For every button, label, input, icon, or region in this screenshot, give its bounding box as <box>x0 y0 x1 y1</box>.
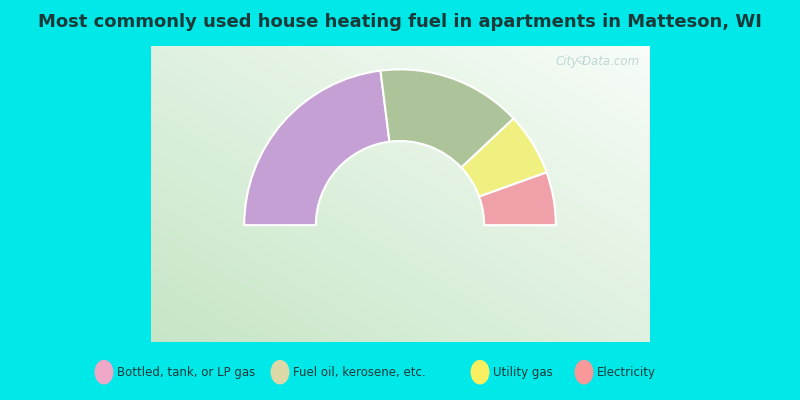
Text: ○: ○ <box>577 55 586 65</box>
Ellipse shape <box>95 360 113 384</box>
Ellipse shape <box>271 360 289 384</box>
Text: Fuel oil, kerosene, etc.: Fuel oil, kerosene, etc. <box>293 366 426 379</box>
Wedge shape <box>462 118 546 197</box>
Text: Most commonly used house heating fuel in apartments in Matteson, WI: Most commonly used house heating fuel in… <box>38 13 762 31</box>
Wedge shape <box>479 172 556 225</box>
Ellipse shape <box>575 360 593 384</box>
Wedge shape <box>244 70 390 225</box>
Text: City-Data.com: City-Data.com <box>555 55 639 68</box>
Wedge shape <box>381 69 514 168</box>
Text: Electricity: Electricity <box>597 366 656 379</box>
Text: Utility gas: Utility gas <box>493 366 553 379</box>
Text: Bottled, tank, or LP gas: Bottled, tank, or LP gas <box>117 366 255 379</box>
Ellipse shape <box>471 360 489 384</box>
